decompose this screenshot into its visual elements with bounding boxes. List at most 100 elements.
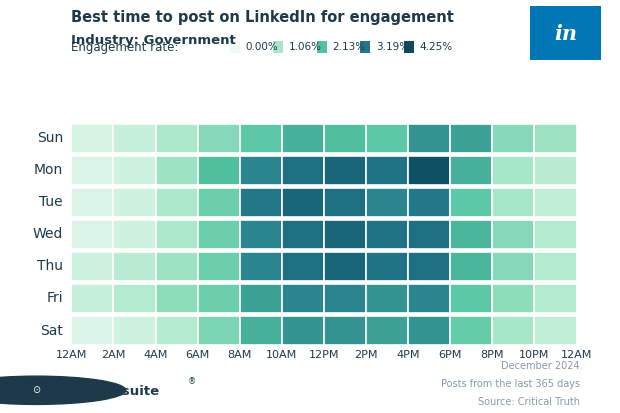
Bar xyxy=(282,220,324,249)
Bar xyxy=(240,156,282,185)
Bar xyxy=(492,252,534,281)
Bar xyxy=(450,188,492,217)
Bar xyxy=(450,284,492,313)
Bar xyxy=(113,220,156,249)
Bar xyxy=(450,252,492,281)
Bar xyxy=(492,284,534,313)
Bar xyxy=(408,188,450,217)
Bar xyxy=(282,188,324,217)
Bar xyxy=(324,284,366,313)
Bar xyxy=(71,124,113,152)
Text: 4.25%: 4.25% xyxy=(420,42,453,52)
Bar xyxy=(198,220,240,249)
Text: 2.13%: 2.13% xyxy=(332,42,365,52)
Bar xyxy=(71,220,113,249)
Text: Engagement rate:: Engagement rate: xyxy=(71,40,179,54)
Bar xyxy=(408,124,450,152)
Bar xyxy=(366,220,408,249)
Text: Posts from the last 365 days: Posts from the last 365 days xyxy=(441,379,580,389)
Circle shape xyxy=(0,376,126,404)
Bar xyxy=(71,284,113,313)
Text: Source: Critical Truth: Source: Critical Truth xyxy=(477,397,580,407)
Text: 3.19%: 3.19% xyxy=(376,42,409,52)
Bar xyxy=(156,284,198,313)
Text: December 2024: December 2024 xyxy=(501,361,580,371)
Bar xyxy=(240,124,282,152)
Bar xyxy=(282,252,324,281)
Bar xyxy=(273,41,283,53)
Bar xyxy=(198,252,240,281)
Bar xyxy=(408,284,450,313)
Bar xyxy=(534,188,577,217)
Bar xyxy=(240,252,282,281)
Bar xyxy=(240,220,282,249)
Bar xyxy=(534,124,577,152)
Bar xyxy=(156,316,198,345)
Bar xyxy=(240,316,282,345)
Bar xyxy=(113,284,156,313)
Bar xyxy=(71,316,113,345)
Bar xyxy=(156,124,198,152)
Bar xyxy=(198,188,240,217)
Text: Best time to post on LinkedIn for engagement: Best time to post on LinkedIn for engage… xyxy=(71,10,454,25)
Bar xyxy=(366,156,408,185)
Bar xyxy=(198,156,240,185)
Bar xyxy=(198,284,240,313)
Text: Industry: Government: Industry: Government xyxy=(71,34,236,47)
Bar xyxy=(324,316,366,345)
Bar xyxy=(360,41,370,53)
Bar xyxy=(282,316,324,345)
FancyBboxPatch shape xyxy=(523,1,608,65)
Bar xyxy=(492,316,534,345)
Bar xyxy=(198,124,240,152)
Text: 0.00%: 0.00% xyxy=(245,42,278,52)
Bar xyxy=(450,124,492,152)
Bar xyxy=(450,316,492,345)
Bar xyxy=(113,188,156,217)
Text: ®: ® xyxy=(188,377,197,387)
Bar xyxy=(71,188,113,217)
Bar xyxy=(534,156,577,185)
Bar xyxy=(240,284,282,313)
Bar xyxy=(492,124,534,152)
Bar xyxy=(404,41,414,53)
Bar xyxy=(534,316,577,345)
Bar xyxy=(366,252,408,281)
Bar xyxy=(366,284,408,313)
Bar xyxy=(324,156,366,185)
Bar xyxy=(71,156,113,185)
Bar xyxy=(492,188,534,217)
Bar xyxy=(156,156,198,185)
Bar xyxy=(113,124,156,152)
Bar xyxy=(113,316,156,345)
Bar xyxy=(534,284,577,313)
Bar xyxy=(534,252,577,281)
Bar xyxy=(156,188,198,217)
Bar xyxy=(534,220,577,249)
Bar xyxy=(366,124,408,152)
Bar xyxy=(492,220,534,249)
Bar xyxy=(324,124,366,152)
Bar xyxy=(450,220,492,249)
Bar xyxy=(324,252,366,281)
Bar xyxy=(229,41,240,53)
Text: ⊙: ⊙ xyxy=(32,385,40,394)
Bar xyxy=(71,252,113,281)
Bar xyxy=(408,316,450,345)
Text: 1.06%: 1.06% xyxy=(289,42,322,52)
Bar xyxy=(282,284,324,313)
Bar xyxy=(282,124,324,152)
Bar xyxy=(156,252,198,281)
Bar xyxy=(198,316,240,345)
Bar xyxy=(282,156,324,185)
Bar xyxy=(366,316,408,345)
Bar xyxy=(450,156,492,185)
Text: Hootsuite: Hootsuite xyxy=(87,385,160,398)
Text: in: in xyxy=(554,24,577,44)
Bar xyxy=(366,188,408,217)
Bar xyxy=(113,252,156,281)
Bar xyxy=(317,41,327,53)
Bar xyxy=(324,188,366,217)
Bar xyxy=(240,188,282,217)
Bar xyxy=(492,156,534,185)
